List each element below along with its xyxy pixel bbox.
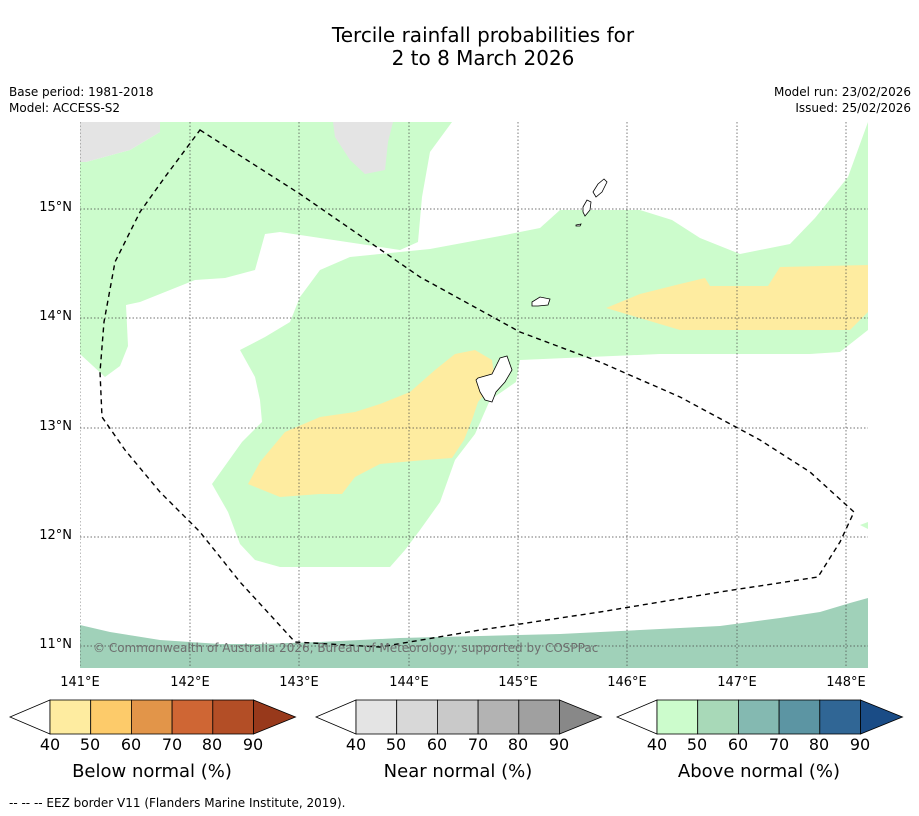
- issued-date: Issued: 25/02/2026: [795, 101, 911, 115]
- above-colorbar-tick: 80: [808, 735, 830, 754]
- above-normal-region: [860, 522, 868, 529]
- lon-label: 145°E: [498, 675, 538, 690]
- above-normal-label: Above normal (%): [677, 761, 841, 782]
- tinian-island: [582, 199, 592, 217]
- lat-label: 11°N: [39, 637, 72, 652]
- model-run: Model run: 23/02/2026: [773, 85, 911, 99]
- rainfall-probability-map: [80, 122, 868, 668]
- above-colorbar-tick: 60: [727, 735, 749, 754]
- saipan-island: [592, 178, 608, 198]
- near-colorbar-segment: [477, 699, 520, 735]
- above-colorbar-max-arrow: [860, 699, 904, 735]
- above-normal-high-region: [80, 598, 868, 668]
- above-colorbar-segment: [819, 699, 861, 735]
- above-normal-region: [80, 122, 452, 377]
- below-colorbar-segment: [49, 699, 92, 735]
- above-colorbar-tick: 90: [849, 735, 871, 754]
- above-colorbar-min-arrow: [615, 699, 658, 735]
- lat-label: 14°N: [39, 309, 72, 324]
- above-colorbar-segment: [697, 699, 739, 735]
- below-colorbar-segment: [171, 699, 214, 735]
- near-colorbar-tick: 80: [507, 735, 529, 754]
- chart-title-line1: Tercile rainfall probabilities for: [331, 23, 635, 47]
- lat-label: 12°N: [39, 528, 72, 543]
- lon-label: 143°E: [279, 675, 319, 690]
- near-colorbar-segment: [355, 699, 398, 735]
- near-normal-region: [80, 122, 160, 162]
- below-colorbar-segment: [212, 699, 254, 735]
- lon-label: 141°E: [60, 675, 100, 690]
- base-period: Base period: 1981-2018: [9, 85, 154, 99]
- near-colorbar-max-arrow: [559, 699, 603, 735]
- guam-island: [475, 355, 513, 403]
- lon-label: 148°E: [826, 675, 866, 690]
- below-normal-label: Below normal (%): [72, 761, 232, 782]
- near-colorbar-tick: 50: [385, 735, 407, 754]
- near-normal-label: Near normal (%): [383, 761, 533, 782]
- below-colorbar-tick: 90: [242, 735, 264, 754]
- near-normal-region: [333, 122, 393, 174]
- below-colorbar-tick: 50: [79, 735, 101, 754]
- below-colorbar-tick: 80: [201, 735, 223, 754]
- lat-label: 13°N: [39, 419, 72, 434]
- lon-label: 146°E: [607, 675, 647, 690]
- above-colorbar-segment: [738, 699, 780, 735]
- model-name: Model: ACCESS-S2: [9, 101, 121, 115]
- below-colorbar-min-arrow: [8, 699, 51, 735]
- near-colorbar-tick: 60: [426, 735, 448, 754]
- near-colorbar-segment: [518, 699, 560, 735]
- near-colorbar-segment: [436, 699, 479, 735]
- above-colorbar-segment: [778, 699, 821, 735]
- near-colorbar-tick: 40: [345, 735, 367, 754]
- lat-label: 15°N: [39, 200, 72, 215]
- lon-label: 142°E: [170, 675, 210, 690]
- near-colorbar-tick: 70: [467, 735, 489, 754]
- copyright-notice: © Commonwealth of Australia 2026, Bureau…: [93, 641, 599, 655]
- near-colorbar-tick: 90: [548, 735, 570, 754]
- below-colorbar-tick: 60: [120, 735, 142, 754]
- lon-label: 144°E: [389, 675, 429, 690]
- below-colorbar-segment: [90, 699, 132, 735]
- lon-label: 147°E: [717, 675, 757, 690]
- near-colorbar-segment: [396, 699, 438, 735]
- eez-border: [99, 129, 855, 648]
- above-colorbar-segment: [656, 699, 699, 735]
- above-colorbar-tick: 70: [768, 735, 790, 754]
- chart-title-line2: 2 to 8 March 2026: [391, 46, 575, 70]
- colorbar-group: [8, 699, 904, 735]
- below-colorbar-max-arrow: [253, 699, 297, 735]
- aguijan-island: [575, 223, 582, 227]
- below-colorbar-segment: [130, 699, 173, 735]
- below-colorbar-tick: 70: [161, 735, 183, 754]
- near-colorbar-min-arrow: [314, 699, 357, 735]
- below-normal-region: [248, 350, 495, 497]
- below-colorbar-tick: 40: [39, 735, 61, 754]
- eez-footnote: -- -- -- EEZ border V11 (Flanders Marine…: [9, 796, 346, 810]
- above-colorbar-tick: 50: [686, 735, 708, 754]
- above-colorbar-tick: 40: [646, 735, 668, 754]
- rota-island: [531, 296, 551, 307]
